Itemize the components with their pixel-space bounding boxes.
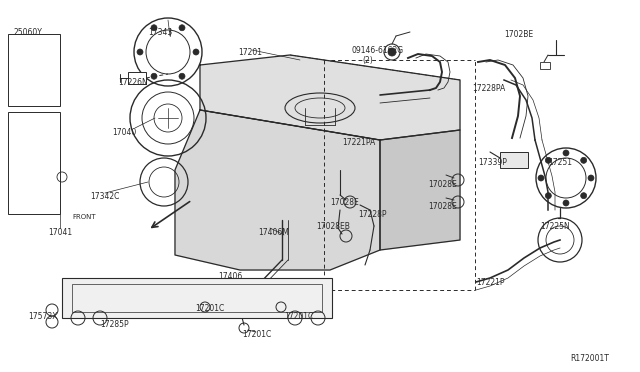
Circle shape [151, 25, 157, 31]
Bar [72, 284, 322, 312]
Text: 17028E: 17028E [330, 198, 359, 207]
Text: FRONT: FRONT [72, 214, 95, 220]
Text: 17201C: 17201C [284, 312, 313, 321]
Bar [540, 62, 550, 69]
Circle shape [193, 49, 199, 55]
Text: 17285P: 17285P [100, 320, 129, 329]
Circle shape [580, 193, 587, 199]
Text: 17228PA: 17228PA [472, 84, 505, 93]
Polygon shape [175, 110, 380, 270]
Polygon shape [380, 130, 460, 250]
Circle shape [545, 157, 551, 163]
Text: 17228P: 17228P [358, 210, 387, 219]
Circle shape [563, 150, 569, 156]
Text: 1702BE: 1702BE [504, 30, 533, 39]
Circle shape [388, 48, 396, 56]
Text: 17573X: 17573X [28, 312, 58, 321]
Text: 17406M: 17406M [258, 228, 289, 237]
Text: 17201C: 17201C [195, 304, 224, 313]
Circle shape [179, 25, 185, 31]
Text: 25060Y: 25060Y [14, 28, 43, 37]
Polygon shape [200, 55, 460, 140]
Text: 17343: 17343 [148, 28, 172, 37]
Text: 17040: 17040 [112, 128, 136, 137]
Text: 17028E: 17028E [428, 202, 457, 211]
Text: 17221PA: 17221PA [342, 138, 375, 147]
Circle shape [580, 157, 587, 163]
Text: (2): (2) [362, 56, 372, 65]
Circle shape [588, 175, 594, 181]
Text: 17201C: 17201C [242, 330, 271, 339]
Bar [500, 152, 528, 168]
Text: 17251: 17251 [548, 158, 572, 167]
Circle shape [563, 200, 569, 206]
Text: 17226N: 17226N [118, 78, 148, 87]
Text: 17221P: 17221P [476, 278, 504, 287]
Bar [8, 34, 60, 106]
Bar [8, 112, 60, 214]
Text: 17028EB: 17028EB [316, 222, 350, 231]
Circle shape [137, 49, 143, 55]
Text: 17028E: 17028E [428, 180, 457, 189]
Text: 17406: 17406 [218, 272, 243, 281]
Bar [128, 72, 146, 84]
Circle shape [151, 73, 157, 79]
Text: 17342C: 17342C [90, 192, 120, 201]
Circle shape [545, 193, 551, 199]
Circle shape [538, 175, 544, 181]
Bar [62, 278, 332, 318]
Text: 17201: 17201 [238, 48, 262, 57]
Text: 17041: 17041 [48, 228, 72, 237]
Text: R172001T: R172001T [570, 354, 609, 363]
Circle shape [179, 73, 185, 79]
Text: 09146-6162G: 09146-6162G [352, 46, 404, 55]
Text: 17339P: 17339P [478, 158, 507, 167]
Text: 17225N: 17225N [540, 222, 570, 231]
